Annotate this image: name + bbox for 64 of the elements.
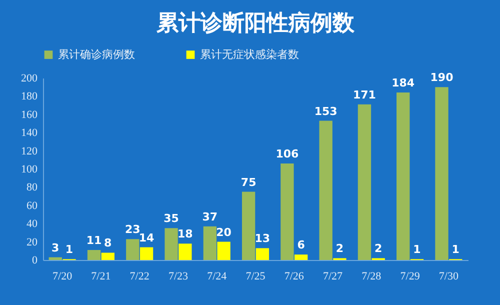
x-tick-label: 7/30 (438, 270, 459, 282)
data-label: 1 (65, 243, 74, 256)
bar (48, 257, 62, 260)
data-label: 18 (178, 228, 193, 241)
data-label: 1 (452, 243, 460, 256)
bar (178, 244, 192, 260)
data-label: 23 (125, 223, 140, 236)
data-label: 184 (392, 76, 415, 90)
data-label: 153 (314, 104, 338, 118)
x-tick-label: 7/22 (130, 270, 150, 282)
y-tick-label: 160 (21, 108, 38, 121)
data-label: 35 (164, 212, 179, 226)
data-label: 190 (430, 71, 454, 84)
x-tick-label: 7/23 (168, 270, 188, 282)
data-label: 1 (413, 243, 421, 256)
bar (217, 242, 230, 260)
y-tick-label: 200 (21, 72, 38, 84)
bar (396, 92, 410, 260)
bar (140, 247, 154, 260)
data-label: 3 (52, 241, 60, 254)
bar (101, 252, 114, 260)
bar (203, 226, 217, 260)
data-label: 75 (240, 176, 256, 189)
y-tick-label: 60 (26, 200, 38, 212)
data-label: 14 (138, 231, 155, 244)
data-label: 8 (104, 236, 112, 250)
chart-title: 累计诊断阳性病例数 (156, 11, 356, 36)
y-tick-label: 0 (32, 254, 38, 266)
bar (164, 228, 178, 260)
bar (256, 248, 270, 260)
data-label: 2 (336, 242, 344, 256)
x-tick-label: 7/27 (322, 270, 344, 282)
x-tick-label: 7/25 (246, 270, 266, 282)
x-tick-label: 7/26 (284, 270, 304, 282)
bar (294, 254, 308, 260)
data-label: 20 (216, 226, 232, 239)
x-tick-label: 7/24 (207, 270, 228, 282)
bar (87, 250, 101, 260)
data-label: 11 (86, 234, 102, 247)
data-label: 171 (352, 88, 376, 102)
data-label: 6 (297, 238, 306, 252)
bar (358, 104, 372, 260)
data-label: 13 (254, 232, 270, 246)
x-tick-label: 7/21 (91, 270, 111, 282)
y-tick-label: 180 (21, 90, 38, 103)
x-tick-label: 7/29 (400, 270, 420, 282)
bar (280, 164, 294, 260)
bar (126, 239, 140, 260)
y-tick-label: 140 (21, 127, 38, 140)
data-label: 37 (202, 210, 218, 224)
x-tick-label: 7/20 (52, 270, 73, 282)
y-tick-label: 120 (21, 145, 38, 158)
bar (242, 192, 256, 260)
bar (319, 120, 332, 260)
y-tick-label: 100 (21, 164, 38, 176)
y-tick-label: 20 (26, 236, 38, 248)
x-tick-label: 7/28 (362, 270, 382, 282)
y-tick-label: 40 (26, 218, 38, 230)
y-tick-label: 80 (26, 182, 38, 194)
data-label: 106 (276, 148, 300, 161)
legend-label: 累计无症状感染者数 (200, 48, 299, 61)
legend-label: 累计确诊病例数 (58, 48, 135, 61)
bar (435, 87, 448, 260)
data-label: 2 (374, 242, 382, 256)
